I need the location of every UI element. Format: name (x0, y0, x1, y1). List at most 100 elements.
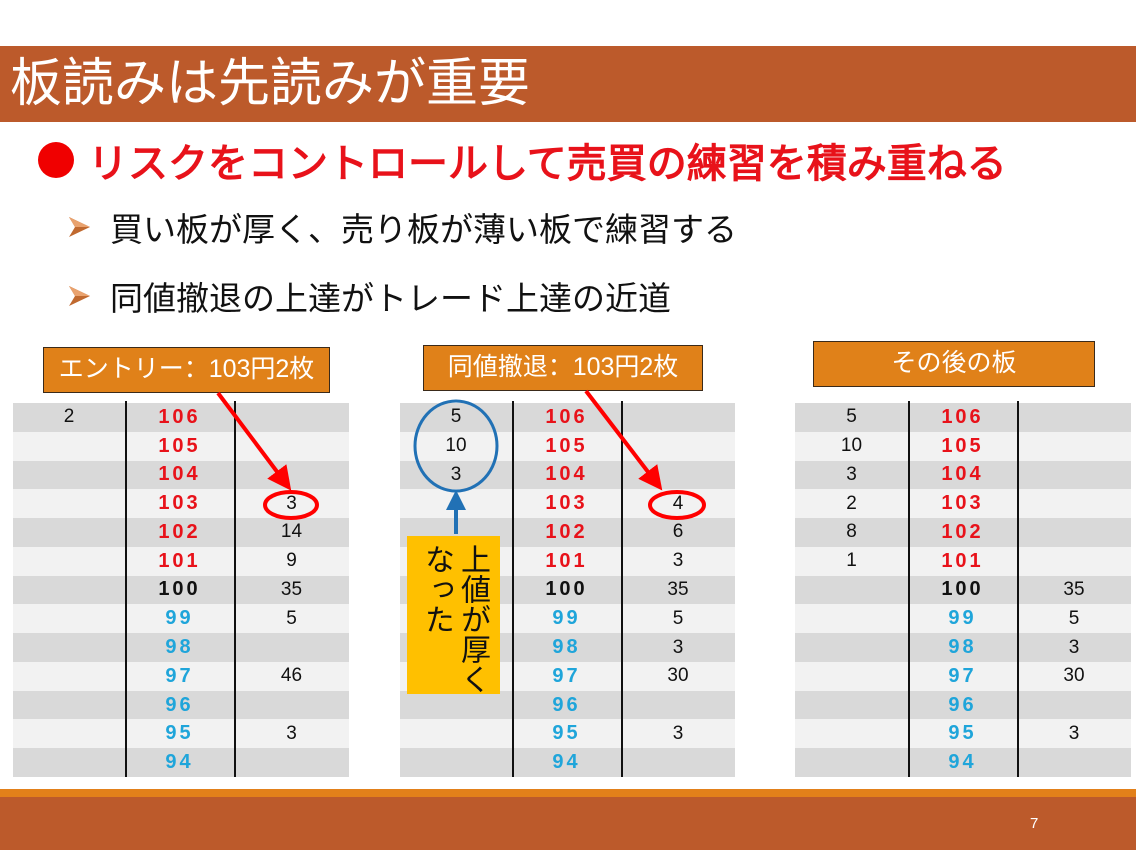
right-qty-cell: 3 (672, 722, 684, 744)
order-board-entry: 2 106 105 104 103 3 102 14 101 9 100 35 99 5 98 97 46 96 9… (13, 401, 349, 777)
entry-label: エントリー：103円2枚 (43, 347, 330, 393)
board-row: 96 (13, 690, 349, 720)
board-row: 99 5 (795, 604, 1131, 634)
price-cell: 98 (552, 636, 581, 658)
right-qty-cell: 46 (280, 665, 303, 687)
arrow-bullet-icon (69, 217, 90, 237)
price-cell: 99 (165, 607, 194, 630)
column-divider (512, 401, 514, 777)
right-qty-cell: 4 (672, 492, 684, 514)
left-qty-cell: 2 (63, 406, 75, 428)
after-board-label: その後の板 (813, 341, 1095, 387)
footer-band (0, 797, 1136, 850)
price-cell: 95 (165, 722, 194, 745)
price-cell: 101 (941, 549, 984, 572)
price-cell: 94 (552, 751, 581, 774)
breakeven-exit-label: 同値撤退：103円2枚 (423, 345, 703, 391)
price-cell: 99 (552, 607, 581, 630)
board-row: 10 105 (400, 431, 735, 461)
board-row: 100 35 (795, 575, 1131, 605)
price-cell: 102 (941, 520, 984, 543)
right-qty-cell: 35 (280, 578, 303, 600)
right-qty-cell: 6 (672, 521, 684, 543)
board-row: 103 3 (13, 489, 349, 519)
price-cell: 96 (165, 693, 194, 716)
price-cell: 100 (545, 578, 588, 601)
price-cell: 106 (941, 405, 984, 428)
price-cell: 100 (941, 578, 984, 601)
column-divider (908, 401, 910, 777)
bullet-item: 買い板が厚く、売り板が薄い板で練習する (66, 205, 737, 249)
board-row: 3 104 (795, 460, 1131, 490)
board-row: 2 103 (795, 489, 1131, 519)
title-band: 板読みは先読みが重要 (0, 46, 1136, 122)
board-row: 2 106 (13, 403, 349, 432)
right-qty-cell: 30 (667, 665, 689, 687)
left-qty-cell: 3 (846, 463, 857, 485)
red-bullet-icon (38, 142, 74, 178)
board-row: 95 3 (13, 719, 349, 749)
price-cell: 103 (545, 492, 588, 515)
right-qty-cell: 14 (280, 521, 303, 543)
board-row: 95 3 (795, 719, 1131, 749)
left-qty-cell: 3 (450, 463, 462, 485)
right-qty-cell: 3 (672, 636, 684, 658)
right-qty-cell: 3 (1068, 722, 1080, 744)
slide-title: 板読みは先読みが重要 (10, 55, 531, 113)
board-row: 1 101 (795, 546, 1131, 576)
main-heading-text: リスクをコントロールして売買の練習を積み重ねる (88, 142, 1007, 186)
column-divider (125, 401, 127, 777)
board-row: 94 (400, 748, 735, 777)
board-row: 94 (13, 748, 349, 777)
board-row: 98 (13, 633, 349, 662)
board-row: 97 46 (13, 661, 349, 691)
left-qty-cell: 10 (445, 435, 467, 457)
left-qty-cell: 8 (846, 521, 857, 543)
price-cell: 101 (545, 549, 588, 572)
board-row: 103 4 (400, 489, 735, 519)
bullet-text: 買い板が厚く、売り板が薄い板で練習する (110, 211, 737, 248)
right-qty-cell: 3 (1068, 636, 1080, 658)
price-cell: 106 (545, 405, 588, 428)
board-row: 104 (13, 460, 349, 490)
left-qty-cell: 10 (840, 435, 863, 457)
price-cell: 99 (948, 607, 977, 630)
footer-stripe (0, 789, 1136, 797)
right-qty-cell: 5 (1068, 607, 1080, 629)
board-row: 105 (13, 431, 349, 461)
price-cell: 98 (948, 636, 977, 658)
price-cell: 95 (948, 722, 977, 745)
price-cell: 100 (158, 578, 201, 601)
right-qty-cell: 35 (667, 578, 689, 600)
price-cell: 104 (158, 463, 201, 486)
price-cell: 95 (552, 722, 581, 745)
board-row: 97 30 (795, 661, 1131, 691)
board-row: 3 104 (400, 460, 735, 490)
board-row: 98 3 (795, 633, 1131, 662)
board-row: 101 9 (13, 546, 349, 576)
right-qty-cell: 5 (672, 607, 684, 629)
price-cell: 97 (552, 664, 581, 687)
column-divider (234, 401, 236, 777)
board-row: 5 106 (795, 403, 1131, 432)
right-qty-cell: 5 (286, 607, 297, 629)
board-row: 99 5 (13, 604, 349, 634)
board-row: 8 102 (795, 518, 1131, 547)
price-cell: 104 (545, 463, 588, 486)
bullet-item: 同値撤退の上達がトレード上達の近道 (66, 274, 671, 318)
price-cell: 102 (545, 520, 588, 543)
board-row: 100 35 (13, 575, 349, 605)
board-row: 95 3 (400, 719, 735, 749)
price-cell: 104 (941, 463, 984, 486)
page-number: 7 (1030, 815, 1039, 832)
price-cell: 103 (941, 492, 984, 515)
right-qty-cell: 30 (1063, 665, 1085, 687)
price-cell: 102 (158, 520, 201, 543)
price-cell: 94 (948, 751, 977, 774)
order-board-after: 5 106 10 105 3 104 2 103 8 102 1 101 100 35 99 5 98 3 97 30… (795, 401, 1131, 777)
right-qty-cell: 3 (286, 492, 297, 514)
board-row: 96 (400, 690, 735, 720)
left-qty-cell: 5 (450, 406, 462, 428)
right-qty-cell: 35 (1063, 578, 1085, 600)
price-cell: 105 (158, 434, 201, 457)
